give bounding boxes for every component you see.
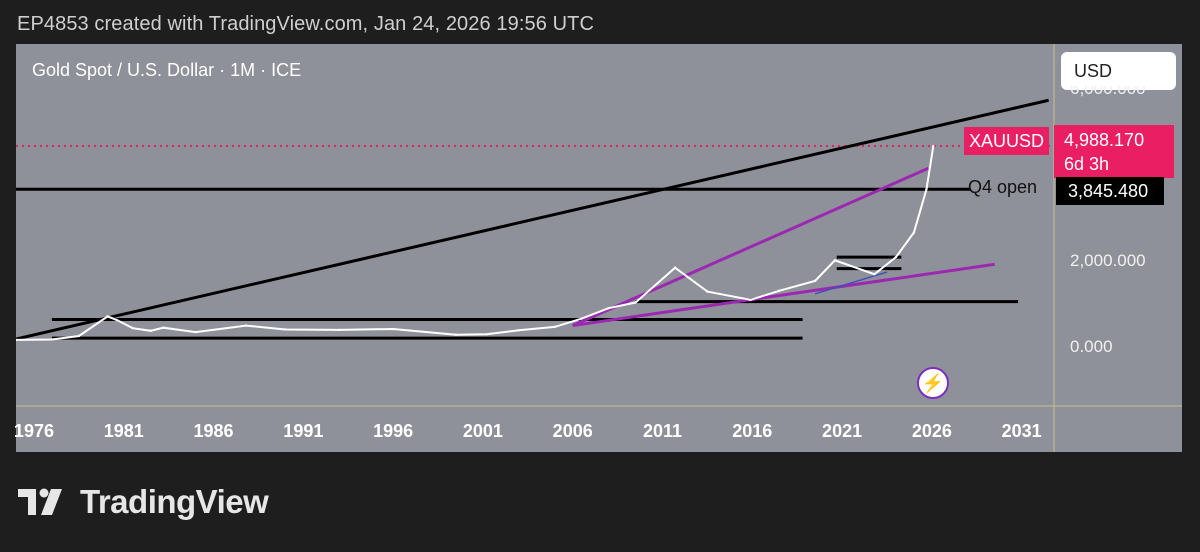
trend-line-0 (16, 98, 1049, 341)
price-point-13 (454, 333, 458, 336)
price-point-20 (673, 266, 677, 269)
price-point-17 (580, 317, 583, 320)
x-tick-label-1986: 1986 (193, 421, 234, 441)
price-point-24 (813, 279, 817, 282)
last-price-box: 4,988.170 6d 3h (1054, 125, 1174, 178)
price-point-8 (194, 330, 197, 334)
price-point-9 (244, 324, 248, 327)
x-tick-label-1976: 1976 (13, 421, 54, 441)
bar-countdown: 6d 3h (1064, 154, 1110, 174)
price-point-21 (706, 290, 709, 293)
price-point-23 (778, 289, 781, 292)
price-point-30 (932, 144, 935, 148)
price-axis-label-0: 0.000 (1070, 337, 1113, 356)
last-price: 4,988.170 (1064, 130, 1145, 150)
price-point-5 (131, 326, 134, 330)
price-point-6 (149, 329, 152, 332)
price-point-18 (607, 306, 610, 310)
x-tick-label-1981: 1981 (103, 421, 144, 441)
x-tick-label-2021: 2021 (822, 421, 863, 441)
price-point-7 (162, 326, 165, 329)
x-tick-label-1996: 1996 (373, 421, 414, 441)
tradingview-logo-text: TradingView (80, 483, 269, 520)
price-point-15 (517, 329, 521, 332)
price-point-27 (894, 255, 898, 259)
x-tick-label-2006: 2006 (552, 421, 593, 441)
price-point-14 (485, 333, 488, 336)
x-tick-label-1991: 1991 (283, 421, 324, 441)
price-point-10 (284, 328, 287, 331)
price-point-4 (115, 318, 118, 322)
price-axis-label-top: 6,000.000 (1070, 86, 1146, 98)
chart-attribution: EP4853 created with TradingView.com, Jan… (17, 13, 594, 35)
price-point-22 (749, 298, 752, 302)
price-point-11 (338, 328, 341, 332)
lightning-bolt-icon[interactable]: ⚡ (917, 367, 949, 399)
ticker-label: XAUUSD (964, 127, 1049, 155)
chart-panel[interactable]: Gold Spot / U.S. Dollar · 1M · ICE USD 6… (13, 44, 1182, 452)
q4-open-label: Q4 open (968, 177, 1038, 197)
price-point-1 (50, 338, 54, 341)
tradingview-logo-icon (18, 488, 62, 515)
price-series-line (16, 145, 935, 341)
symbol-title: Gold Spot / U.S. Dollar · 1M · ICE (32, 60, 302, 80)
trend-line-2 (572, 262, 995, 328)
x-tick-label-2011: 2011 (642, 421, 683, 441)
x-tick-label-2031: 2031 (1001, 421, 1042, 441)
q4-open-price: 3,845.480 (1056, 177, 1164, 205)
price-point-29 (925, 187, 928, 191)
price-point-16 (553, 325, 556, 329)
x-tick-label-2001: 2001 (462, 421, 503, 441)
price-point-2 (77, 334, 81, 338)
trend-line-3 (814, 271, 888, 295)
price-point-19 (634, 301, 637, 304)
tradingview-logo: TradingView (18, 483, 269, 521)
price-point-28 (912, 231, 916, 234)
x-tick-label-2016: 2016 (732, 421, 773, 441)
price-point-25 (833, 259, 837, 262)
price-point-12 (391, 327, 395, 331)
price-point-26 (873, 273, 876, 276)
price-point-0 (16, 338, 18, 342)
price-chart-svg (16, 44, 1182, 452)
price-axis-label-2000: 2,000.000 (1070, 251, 1146, 270)
x-tick-label-2026: 2026 (911, 421, 952, 441)
trend-line-1 (572, 166, 929, 327)
currency-button[interactable]: USD (1061, 52, 1176, 90)
price-point-3 (106, 315, 109, 318)
